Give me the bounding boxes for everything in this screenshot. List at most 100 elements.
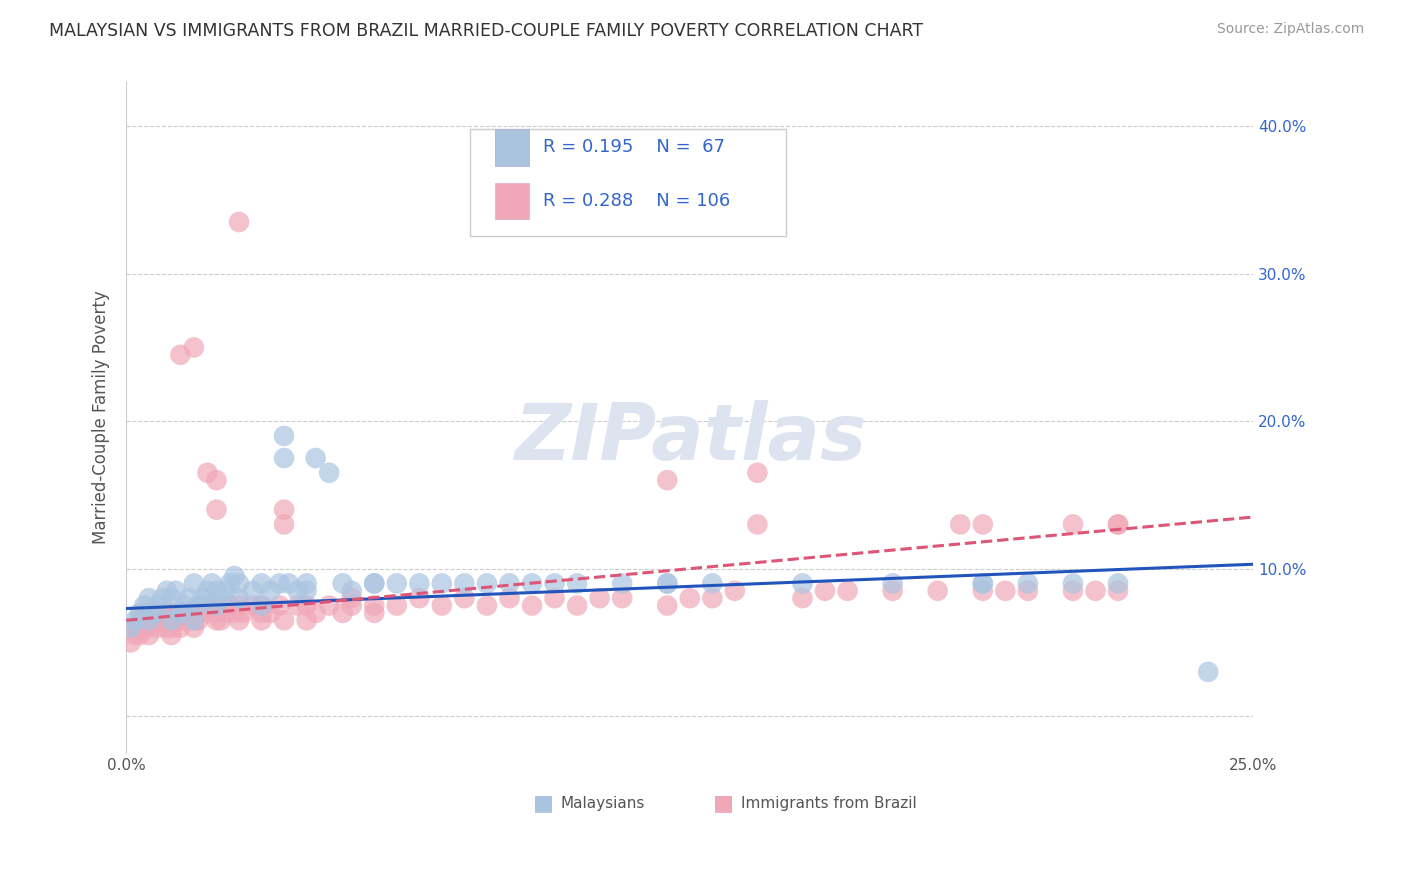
Point xyxy=(142,613,165,627)
Point xyxy=(520,599,543,613)
Point xyxy=(408,591,430,606)
Point xyxy=(269,576,291,591)
Point xyxy=(273,613,295,627)
Point xyxy=(165,583,187,598)
Point xyxy=(295,576,318,591)
Point xyxy=(882,583,904,598)
Point xyxy=(228,576,250,591)
Point xyxy=(165,606,187,620)
Point xyxy=(169,606,191,620)
Point xyxy=(565,599,588,613)
Point xyxy=(146,599,169,613)
Point xyxy=(187,599,209,613)
Point xyxy=(228,613,250,627)
Point xyxy=(520,576,543,591)
Point xyxy=(205,473,228,487)
Point xyxy=(120,635,142,649)
Point xyxy=(972,517,994,532)
Point xyxy=(146,613,169,627)
Point xyxy=(156,613,179,627)
Text: R = 0.288    N = 106: R = 0.288 N = 106 xyxy=(543,192,731,210)
Point xyxy=(318,466,340,480)
Point xyxy=(183,606,205,620)
Point xyxy=(543,576,565,591)
FancyBboxPatch shape xyxy=(470,128,786,236)
Point xyxy=(287,583,309,598)
Text: Immigrants from Brazil: Immigrants from Brazil xyxy=(741,796,917,811)
Bar xyxy=(495,183,529,219)
Point xyxy=(287,599,309,613)
Point xyxy=(657,473,679,487)
Point xyxy=(814,583,837,598)
Point xyxy=(134,599,156,613)
Point xyxy=(408,576,430,591)
Point xyxy=(1017,576,1039,591)
Point xyxy=(124,621,146,635)
Point xyxy=(242,583,264,598)
Point xyxy=(179,606,201,620)
Point xyxy=(128,628,150,642)
Point xyxy=(250,599,273,613)
Point xyxy=(1017,583,1039,598)
Point xyxy=(304,606,326,620)
Point xyxy=(183,613,205,627)
Point xyxy=(340,591,363,606)
Point xyxy=(657,576,679,591)
Point xyxy=(498,591,520,606)
Point xyxy=(138,613,160,627)
Point xyxy=(179,613,201,627)
Point xyxy=(318,599,340,613)
Point xyxy=(205,583,228,598)
Point xyxy=(340,599,363,613)
Point xyxy=(679,591,702,606)
Point xyxy=(128,606,150,620)
Point xyxy=(219,576,242,591)
Point xyxy=(191,599,214,613)
Point xyxy=(295,613,318,627)
Point xyxy=(205,502,228,516)
Point xyxy=(138,591,160,606)
Point xyxy=(214,606,236,620)
Point xyxy=(1107,517,1129,532)
Point xyxy=(205,606,228,620)
Text: R = 0.195    N =  67: R = 0.195 N = 67 xyxy=(543,138,725,156)
Point xyxy=(430,576,453,591)
Point xyxy=(332,576,354,591)
Point xyxy=(174,599,197,613)
Point xyxy=(250,613,273,627)
Point xyxy=(205,599,228,613)
Point xyxy=(1062,517,1084,532)
Point xyxy=(228,599,250,613)
Point xyxy=(138,606,160,620)
Point xyxy=(160,621,183,635)
Point xyxy=(174,606,197,620)
Point xyxy=(169,613,191,627)
Point xyxy=(747,466,769,480)
Point xyxy=(475,599,498,613)
Point xyxy=(837,583,859,598)
Point xyxy=(120,621,142,635)
Point xyxy=(187,606,209,620)
Point xyxy=(295,583,318,598)
Point xyxy=(197,466,219,480)
Point xyxy=(273,450,295,465)
Point xyxy=(138,628,160,642)
Point xyxy=(304,450,326,465)
Bar xyxy=(495,128,529,166)
Point xyxy=(142,606,165,620)
Point xyxy=(124,628,146,642)
Point xyxy=(1107,576,1129,591)
Point xyxy=(138,621,160,635)
Point xyxy=(160,613,183,627)
Point xyxy=(295,599,318,613)
Point xyxy=(224,569,246,583)
Point xyxy=(972,583,994,598)
Text: ■: ■ xyxy=(533,793,554,814)
Point xyxy=(150,591,173,606)
Point xyxy=(430,599,453,613)
Point xyxy=(250,606,273,620)
Point xyxy=(498,576,520,591)
Point xyxy=(160,591,183,606)
Text: ZIPatlas: ZIPatlas xyxy=(513,400,866,475)
Point xyxy=(363,576,385,591)
